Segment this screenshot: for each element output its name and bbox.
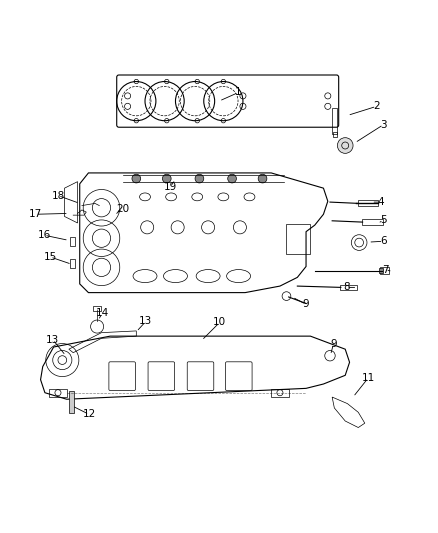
Text: 11: 11: [362, 373, 375, 383]
Text: 6: 6: [380, 236, 387, 246]
Text: 12: 12: [83, 409, 96, 419]
Text: 18: 18: [51, 191, 64, 200]
Bar: [70, 259, 75, 268]
Text: 17: 17: [29, 209, 42, 219]
Bar: [93, 305, 102, 311]
Text: 2: 2: [373, 101, 380, 111]
Circle shape: [162, 174, 171, 183]
Text: 19: 19: [164, 182, 177, 192]
Text: 3: 3: [380, 119, 387, 130]
Bar: [69, 391, 74, 413]
Text: 8: 8: [343, 282, 350, 293]
Circle shape: [258, 174, 267, 183]
Bar: [340, 285, 357, 290]
Bar: [379, 268, 383, 273]
Text: 13: 13: [46, 335, 60, 345]
Text: 20: 20: [116, 204, 129, 214]
Text: 16: 16: [37, 230, 51, 240]
Bar: [286, 224, 311, 254]
Bar: [271, 389, 289, 397]
Circle shape: [228, 174, 237, 183]
Text: 10: 10: [213, 317, 226, 327]
Text: 14: 14: [96, 308, 109, 318]
Text: 15: 15: [43, 252, 57, 262]
Bar: [333, 133, 336, 137]
Circle shape: [132, 174, 141, 183]
Bar: [49, 389, 67, 397]
Bar: [70, 237, 74, 246]
Text: 1: 1: [235, 87, 242, 98]
Bar: [358, 200, 378, 206]
Text: 13: 13: [139, 317, 152, 326]
Circle shape: [337, 138, 353, 154]
Text: 9: 9: [303, 300, 309, 309]
Text: 9: 9: [330, 339, 337, 349]
Bar: [362, 219, 383, 225]
Text: 7: 7: [382, 265, 389, 275]
Circle shape: [195, 174, 204, 183]
Text: 4: 4: [378, 197, 384, 207]
Bar: [380, 268, 389, 274]
Text: 5: 5: [380, 215, 387, 225]
Bar: [332, 108, 337, 134]
